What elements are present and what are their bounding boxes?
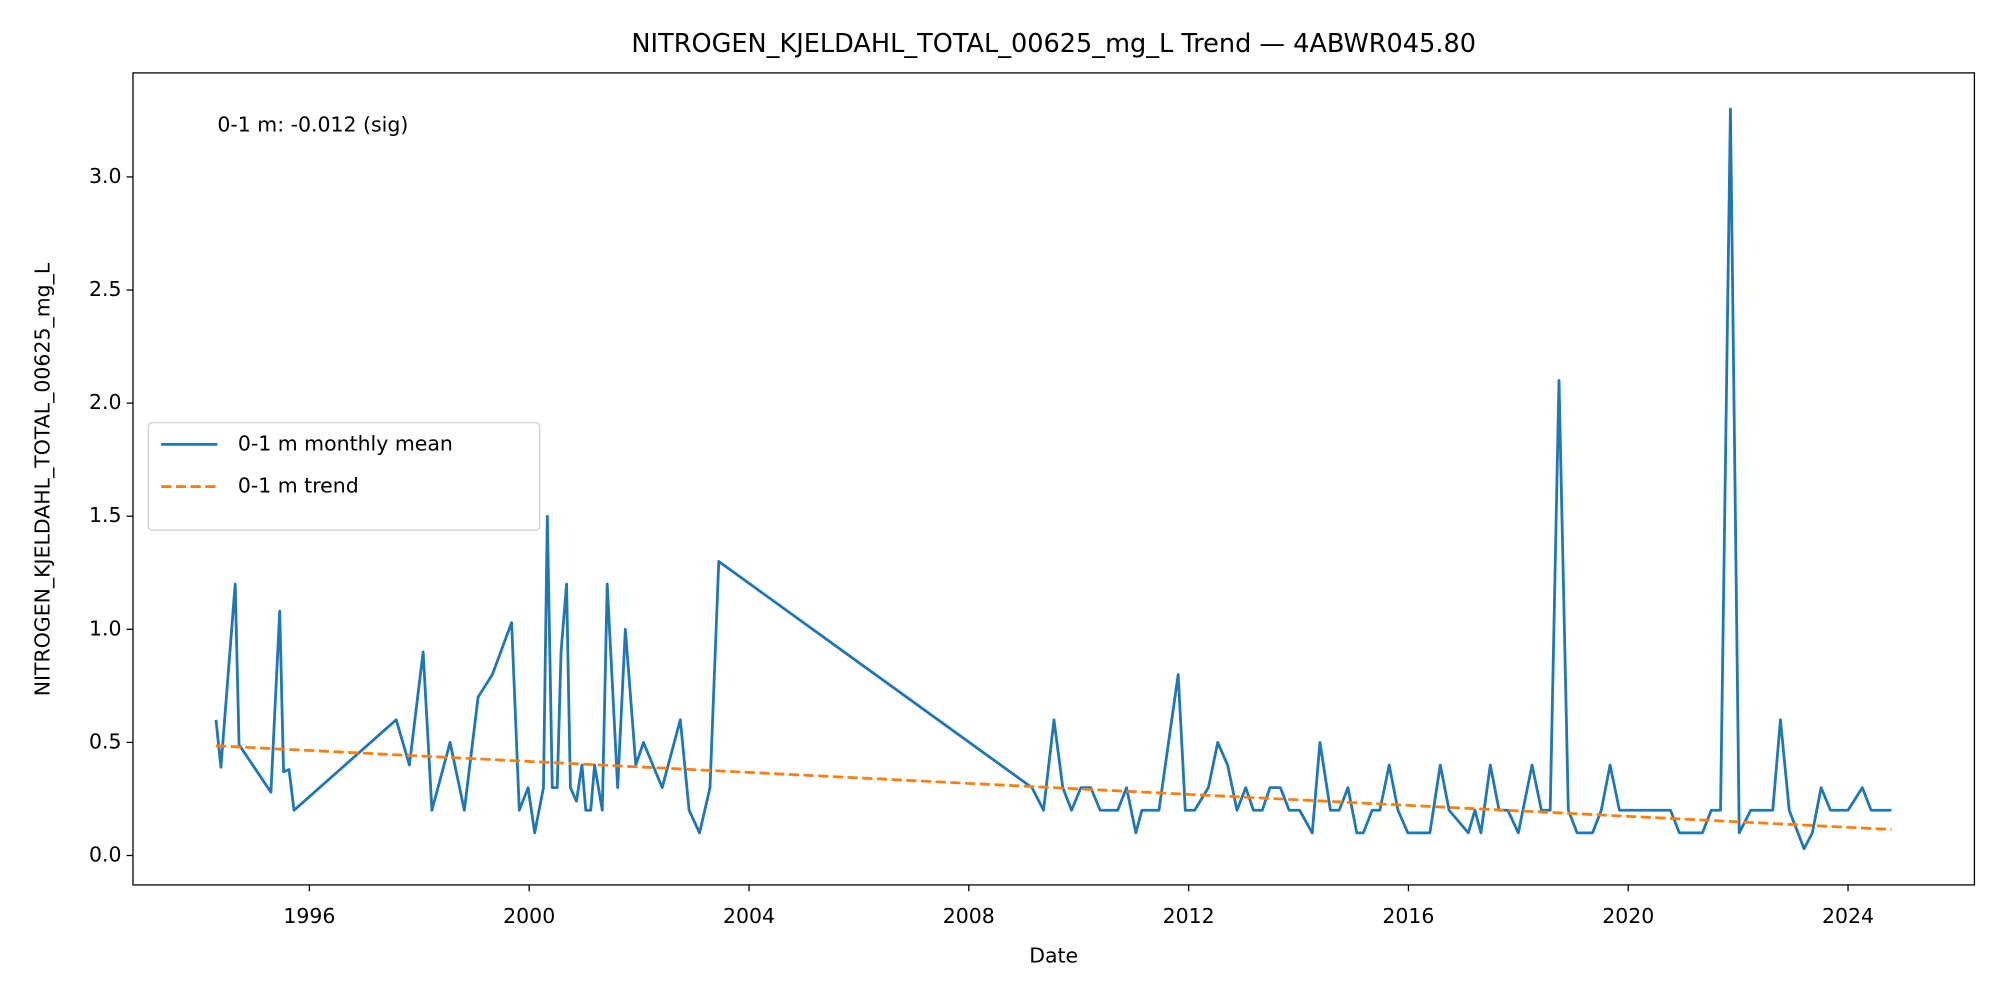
y-tick-label: 1.0 [89,616,122,640]
series-line [215,744,1892,831]
x-tick-label: 2020 [1602,904,1654,928]
x-tick-label: 2008 [943,904,995,928]
y-tick-label: 2.5 [89,277,122,301]
y-tick-label: 3.0 [89,164,122,188]
x-axis-label: Date [1029,944,1078,968]
y-tick-label: 0.5 [89,729,122,753]
legend-label: 0-1 m monthly mean [238,431,453,455]
legend-box [147,421,541,531]
x-tick-label: 2004 [723,904,775,928]
annotation: 0-1 m: -0.012 (sig) [217,112,408,136]
y-tick-label: 2.0 [89,390,122,414]
y-axis-label: NITROGEN_KJELDAHL_TOTAL_00625_mg_L [30,262,55,696]
y-tick-label: 0.0 [89,843,122,867]
plot-frame [132,72,1976,886]
x-tick-label: 2012 [1163,904,1215,928]
series-line [214,107,1892,851]
chart-title: NITROGEN_KJELDAHL_TOTAL_00625_mg_L Trend… [631,29,1476,59]
x-tick-label: 2024 [1822,904,1874,928]
x-tick-label: 1996 [283,904,335,928]
y-tick-label: 1.5 [89,503,122,527]
legend-label: 0-1 m trend [238,474,359,498]
x-tick-label: 2000 [503,904,555,928]
x-tick-label: 2016 [1382,904,1434,928]
